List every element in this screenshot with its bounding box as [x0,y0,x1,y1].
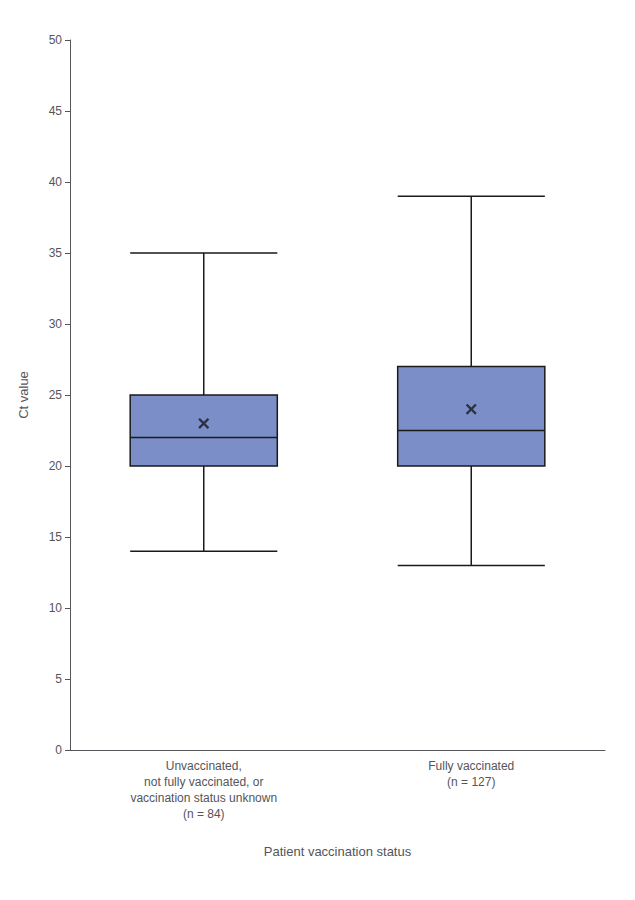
svg-text:Ct value: Ct value [16,371,31,419]
svg-text:20: 20 [49,459,63,473]
svg-text:10: 10 [49,601,63,615]
svg-text:30: 30 [49,317,63,331]
svg-text:25: 25 [49,388,63,402]
svg-text:Patient vaccination status: Patient vaccination status [264,844,412,859]
svg-text:5: 5 [55,672,62,686]
svg-text:vaccination status unknown: vaccination status unknown [130,791,277,805]
svg-text:40: 40 [49,175,63,189]
svg-text:Unvaccinated,: Unvaccinated, [166,759,242,773]
svg-text:50: 50 [49,33,63,47]
svg-text:(n = 127): (n = 127) [447,775,495,789]
svg-text:Fully vaccinated: Fully vaccinated [428,759,514,773]
svg-text:0: 0 [55,743,62,757]
svg-text:(n = 84): (n = 84) [183,807,225,821]
svg-text:15: 15 [49,530,63,544]
svg-text:35: 35 [49,246,63,260]
svg-text:45: 45 [49,104,63,118]
svg-text:not fully vaccinated, or: not fully vaccinated, or [144,775,263,789]
